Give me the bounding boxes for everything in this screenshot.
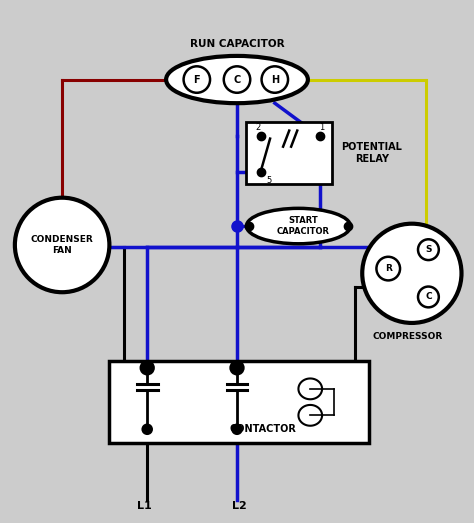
- Text: L2: L2: [232, 501, 247, 511]
- Circle shape: [418, 240, 439, 260]
- Circle shape: [183, 66, 210, 93]
- Ellipse shape: [246, 208, 350, 244]
- Text: 5: 5: [266, 176, 272, 185]
- Circle shape: [418, 287, 439, 308]
- Circle shape: [376, 257, 400, 280]
- Text: L1: L1: [137, 501, 152, 511]
- Text: POTENTIAL
RELAY: POTENTIAL RELAY: [341, 142, 402, 164]
- Bar: [109, 361, 369, 444]
- Ellipse shape: [143, 425, 152, 434]
- Text: R: R: [385, 264, 392, 273]
- Text: F: F: [193, 75, 200, 85]
- Text: S: S: [425, 245, 432, 254]
- Text: H: H: [271, 75, 279, 85]
- Circle shape: [362, 224, 462, 323]
- Text: C: C: [425, 292, 432, 301]
- Text: CONTACTOR: CONTACTOR: [229, 424, 296, 434]
- Text: C: C: [233, 75, 241, 85]
- Text: 2: 2: [255, 123, 261, 132]
- Text: START
CAPACITOR: START CAPACITOR: [277, 217, 329, 236]
- Bar: [246, 122, 331, 184]
- Ellipse shape: [232, 425, 242, 434]
- Circle shape: [15, 198, 109, 292]
- Circle shape: [262, 66, 288, 93]
- Circle shape: [224, 66, 250, 93]
- Ellipse shape: [141, 361, 154, 374]
- Text: 1: 1: [319, 123, 325, 132]
- Ellipse shape: [230, 361, 244, 374]
- Text: COMPRESSOR: COMPRESSOR: [372, 333, 442, 342]
- Ellipse shape: [166, 56, 308, 103]
- Text: RUN CAPACITOR: RUN CAPACITOR: [190, 39, 284, 49]
- Text: CONDENSER
FAN: CONDENSER FAN: [31, 235, 93, 255]
